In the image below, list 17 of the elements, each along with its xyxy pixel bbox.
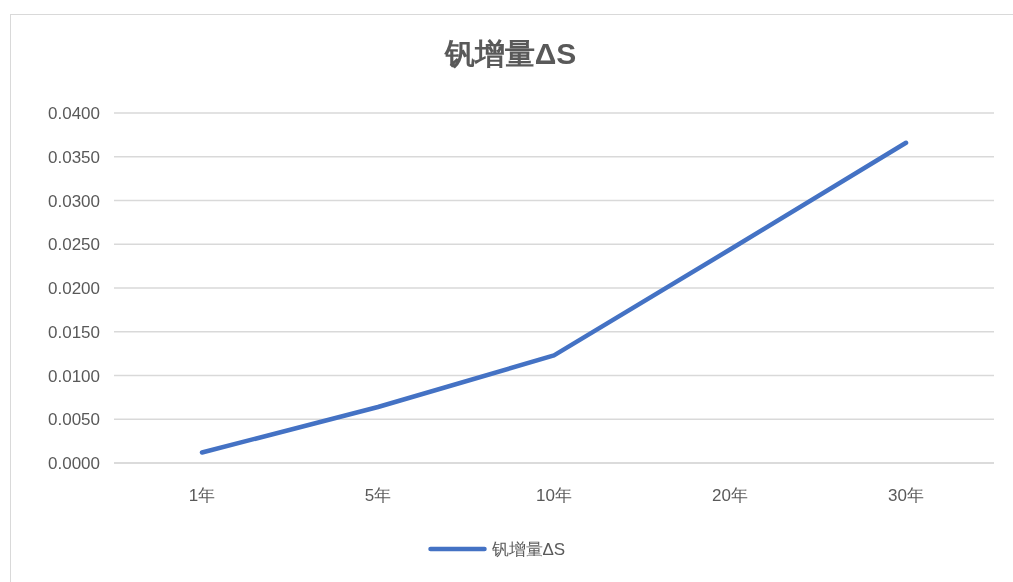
- y-tick-label: 0.0400: [48, 104, 100, 123]
- line-series: [199, 140, 909, 455]
- y-tick-label: 0.0050: [48, 410, 100, 430]
- y-tick-label: 0.0350: [48, 147, 100, 167]
- chart-title: 钒增量ΔS: [442, 37, 577, 70]
- x-tick-label: 1年: [188, 486, 216, 505]
- x-tick-label: 30年: [888, 486, 924, 505]
- y-tick-label: 0.0150: [48, 322, 100, 342]
- legend-label: 钒增量ΔS: [490, 540, 566, 559]
- y-tick-label: 0.0250: [48, 235, 100, 255]
- y-tick-label: 0.0200: [48, 279, 100, 298]
- y-tick-label: 0.0000: [48, 454, 100, 473]
- x-tick-label: 10年: [536, 486, 572, 505]
- y-tick-label: 0.0100: [48, 366, 100, 386]
- y-tick-label: 0.0300: [48, 191, 100, 211]
- x-tick-label: 5年: [364, 486, 392, 505]
- x-tick-label: 20年: [712, 486, 748, 505]
